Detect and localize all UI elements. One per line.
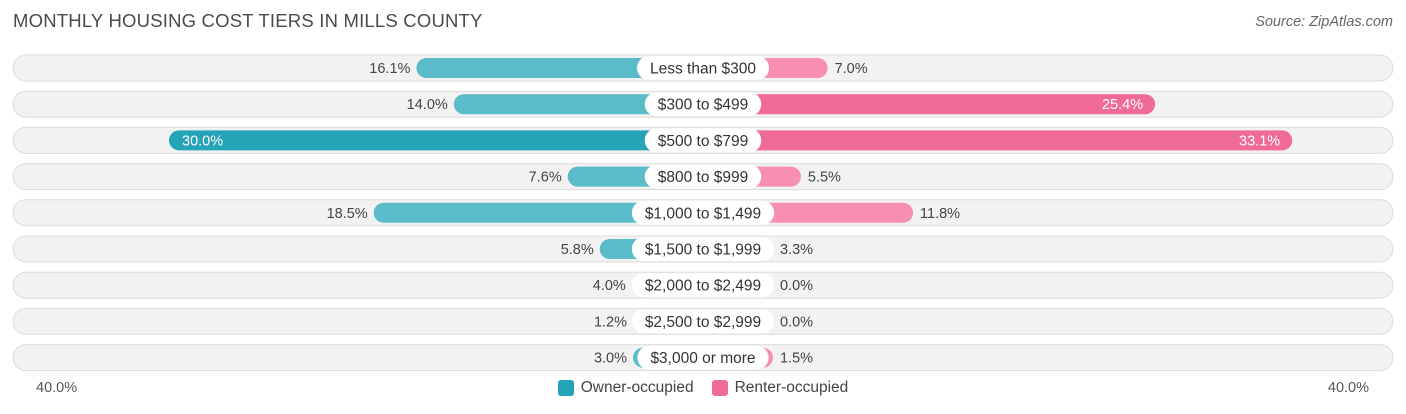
value-label-owner: 1.2%	[594, 314, 627, 330]
category-label-box	[631, 273, 775, 298]
value-label-owner: 16.1%	[369, 61, 410, 77]
category-label-box	[631, 237, 775, 261]
category-label: $1,000 to $1,499	[645, 205, 761, 222]
category-label-box	[644, 92, 762, 117]
value-label-renter: 0.0%	[780, 278, 813, 294]
bar-renter-occupied	[703, 94, 1156, 115]
category-label: Less than $300	[650, 61, 756, 78]
category-label: $500 to $799	[658, 133, 749, 150]
category-label: $1,500 to $1,999	[645, 242, 761, 259]
value-label-owner: 7.6%	[529, 170, 562, 186]
legend-label-renter: Renter-occupied	[734, 379, 849, 396]
value-label-renter: 11.8%	[920, 206, 960, 222]
category-label-box	[631, 200, 775, 225]
category-label: $2,500 to $2,999	[645, 314, 761, 331]
category-label: $3,000 or more	[650, 350, 755, 367]
bar-renter-occupied	[703, 130, 1293, 151]
value-label-owner: 5.8%	[561, 242, 594, 258]
category-label: $300 to $499	[658, 97, 749, 114]
source-label: Source: ZipAtlas.com	[1255, 14, 1393, 30]
value-label-renter: 0.0%	[780, 314, 813, 330]
value-label-renter: 33.1%	[1239, 133, 1280, 149]
category-label: $2,000 to $2,499	[645, 278, 761, 295]
value-label-owner: 14.0%	[407, 97, 448, 113]
value-label-renter: 1.5%	[780, 351, 813, 367]
legend-label-owner: Owner-occupied	[580, 379, 694, 396]
value-label-owner: 18.5%	[327, 206, 368, 222]
category-label: $800 to $999	[658, 169, 749, 186]
category-label-box	[644, 128, 762, 153]
legend-item-renter: Renter-occupied	[711, 379, 849, 397]
legend-swatch-owner	[557, 380, 574, 396]
value-label-renter: 25.4%	[1102, 97, 1143, 113]
value-label-renter: 7.0%	[835, 61, 868, 77]
legend: Owner-occupied Renter-occupied	[0, 379, 1406, 397]
legend-item-owner: Owner-occupied	[557, 379, 694, 397]
category-label-box	[631, 309, 775, 334]
legend-swatch-renter	[711, 380, 728, 396]
value-label-renter: 5.5%	[808, 170, 841, 186]
bar-owner-occupied	[169, 130, 703, 151]
chart-title: MONTHLY HOUSING COST TIERS IN MILLS COUN…	[13, 10, 483, 31]
category-label-box	[637, 345, 769, 370]
value-label-owner: 4.0%	[593, 278, 626, 294]
bar-owner-occupied	[453, 94, 703, 115]
category-label-box	[644, 164, 762, 189]
bar-owner-occupied	[373, 202, 703, 223]
axis-left-label: 40.0%	[36, 380, 78, 396]
value-label-renter: 3.3%	[780, 242, 813, 258]
axis-right-label: 40.0%	[1327, 380, 1369, 396]
value-label-owner: 30.0%	[182, 133, 223, 149]
category-label-box	[636, 56, 770, 80]
value-label-owner: 3.0%	[594, 351, 627, 367]
bar-owner-occupied	[416, 58, 703, 78]
